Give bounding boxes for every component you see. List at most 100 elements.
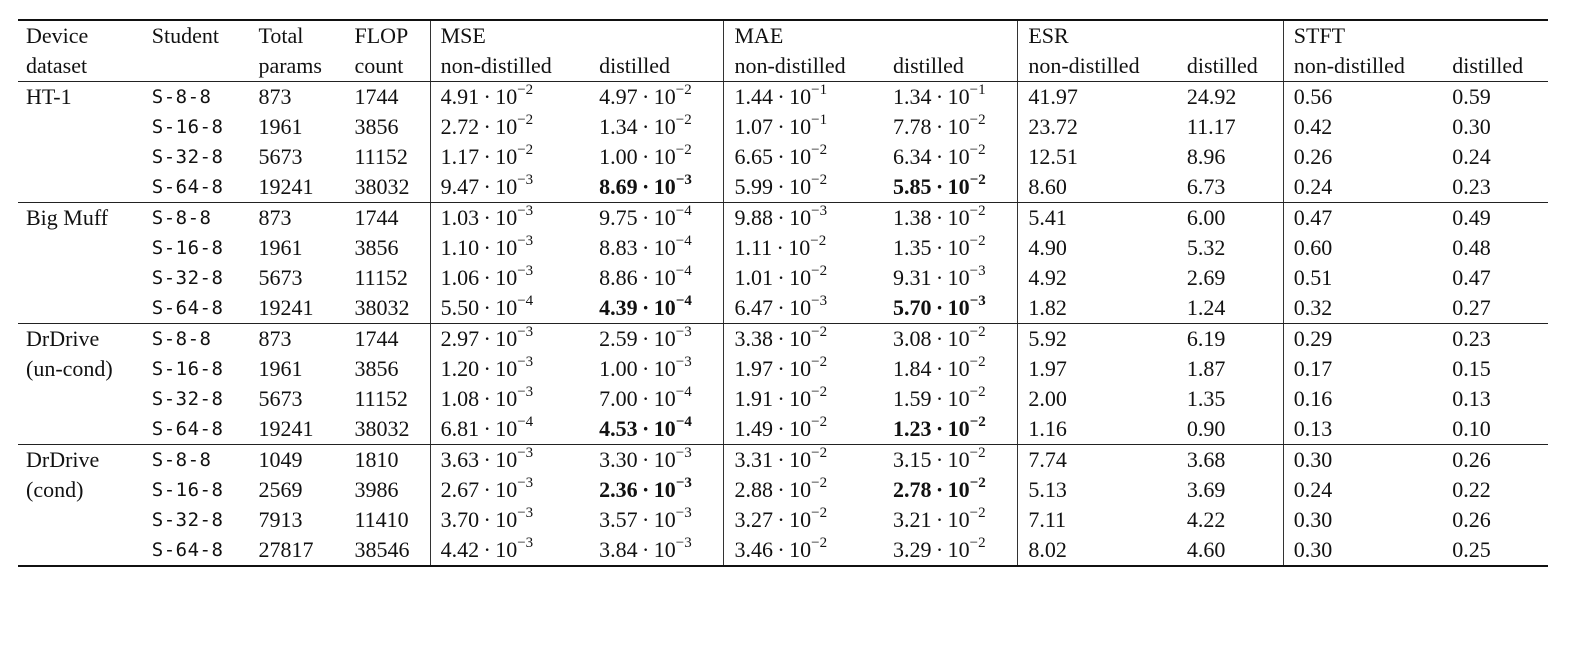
sci-value: 1.44 · 10−1 [734, 81, 828, 109]
mse-distilled-cell: 8.86 · 10−4 [589, 263, 724, 293]
sci-value: 2.36 · 10−3 [599, 474, 692, 502]
stft-nondistilled-cell: 0.24 [1282, 475, 1443, 505]
sci-exponent: −3 [969, 292, 986, 309]
sci-mantissa: 3.30 [599, 447, 638, 472]
mae-distilled-cell: 1.35 · 10−2 [883, 233, 1018, 263]
table-row: S-32-8 5673 11152 1.08 · 10−3 7.00 · 10−4 1.9… [18, 384, 1548, 414]
sci-times-ten: · 10 [931, 265, 970, 290]
sci-value: 8.83 · 10−4 [599, 233, 692, 260]
params-cell: 873 [258, 326, 292, 351]
params-cell: 19241 [248, 172, 345, 203]
sci-exponent: −2 [969, 383, 986, 400]
sci-exponent: −3 [517, 171, 534, 188]
sci-mantissa: 1.44 [734, 84, 773, 109]
flop-cell: 38546 [344, 535, 431, 567]
sci-value: 3.31 · 10−2 [734, 445, 827, 472]
sci-mantissa: 1.20 [440, 356, 480, 381]
sci-exponent: −3 [517, 353, 534, 370]
mse-nondistilled-cell: 1.06 · 10−3 [429, 263, 590, 293]
sci-times-ten: · 10 [931, 507, 970, 532]
dataset-header: dataset [18, 51, 142, 82]
device-name-cell [18, 505, 142, 535]
sci-mantissa: 3.38 [734, 326, 773, 351]
sci-value: 3.21 · 10−2 [893, 504, 986, 532]
sci-times-ten: · 10 [637, 416, 676, 441]
sci-mantissa: 1.49 [734, 416, 773, 441]
flop-cell: 38032 [344, 414, 431, 445]
student-cell: S-16-8 [151, 237, 224, 259]
table-row: DrDrive S-8-8 1049 1810 3.63 · 10−3 3.30 · 10… [18, 444, 1548, 475]
sci-value: 3.27 · 10−2 [734, 505, 827, 532]
sci-mantissa: 4.39 [599, 295, 638, 320]
sci-times-ten: · 10 [637, 205, 676, 230]
esr-distilled-cell: 1.35 [1186, 386, 1226, 411]
stft-nondistilled-cell: 0.26 [1282, 142, 1443, 172]
sci-exponent: −2 [969, 504, 986, 521]
sci-mantissa: 1.35 [893, 235, 932, 260]
esr-nondistilled-cell: 23.72 [1017, 112, 1177, 142]
mae-nondistilled-cell: 1.11 · 10−2 [723, 232, 883, 263]
esr-distilled-cell: 6.00 [1186, 205, 1226, 230]
sci-exponent: −3 [675, 444, 692, 461]
sci-mantissa: 1.97 [734, 356, 773, 381]
sci-value: 9.31 · 10−3 [893, 263, 986, 290]
sci-exponent: −4 [675, 202, 692, 219]
mae-distilled-cell: 3.08 · 10−2 [883, 324, 1018, 355]
sci-times-ten: · 10 [637, 537, 676, 562]
stft-distilled-cell: 0.10 [1442, 414, 1548, 445]
table-row: S-32-8 5673 11152 1.06 · 10−3 8.86 · 10−4 1.0… [18, 263, 1548, 293]
sci-times-ten: · 10 [931, 114, 970, 139]
stft-nondistilled-cell: 0.29 [1282, 323, 1443, 354]
sci-value: 1.06 · 10−3 [441, 263, 534, 290]
flop-header: FLOP [354, 23, 409, 48]
sci-value: 3.38 · 10−2 [734, 324, 827, 351]
params-cell: 1049 [258, 447, 303, 472]
sci-exponent: −4 [517, 413, 534, 430]
sci-exponent: −2 [810, 232, 827, 249]
sci-times-ten: · 10 [772, 265, 812, 290]
sci-times-ten: · 10 [479, 477, 518, 502]
sci-value: 4.97 · 10−2 [599, 82, 692, 109]
stft-nondistilled-cell: 0.30 [1282, 535, 1443, 567]
esr-nondistilled-cell: 8.60 [1017, 172, 1177, 203]
flop-cell: 11152 [354, 265, 408, 290]
mae-nondistilled-header: non-distilled [723, 51, 883, 82]
sci-times-ten: · 10 [479, 447, 518, 472]
sci-times-ten: · 10 [772, 416, 812, 441]
sci-times-ten: · 10 [479, 416, 518, 441]
sci-value: 5.85 · 10−2 [893, 172, 986, 199]
sci-mantissa: 5.99 [734, 174, 773, 199]
flop-cell: 38032 [344, 172, 431, 203]
sci-mantissa: 3.08 [893, 326, 932, 351]
sci-mantissa: 4.42 [440, 537, 480, 562]
sci-exponent: −1 [811, 81, 828, 98]
sci-value: 9.47 · 10−3 [441, 171, 534, 199]
sci-mantissa: 6.65 [734, 144, 773, 169]
sci-mantissa: 1.10 [440, 235, 480, 260]
sci-times-ten: · 10 [931, 537, 970, 562]
stft-distilled-cell: 0.59 [1452, 84, 1491, 109]
sci-mantissa: 1.00 [599, 144, 638, 169]
sci-times-ten: · 10 [637, 356, 676, 381]
student-cell: S-64-8 [141, 293, 249, 324]
device-name-cell [18, 293, 142, 324]
sci-value: 1.03 · 10−3 [441, 203, 534, 230]
student-cell: S-8-8 [151, 86, 212, 108]
sci-mantissa: 2.59 [599, 326, 638, 351]
sci-mantissa: 5.70 [893, 295, 932, 320]
mae-nondistilled-cell: 6.47 · 10−3 [723, 293, 883, 324]
sci-mantissa: 2.67 [440, 477, 480, 502]
sci-exponent: −2 [811, 353, 828, 370]
sci-exponent: −3 [675, 474, 692, 491]
esr-nondistilled-cell: 8.02 [1017, 535, 1177, 567]
sci-value: 3.84 · 10−3 [599, 535, 692, 562]
mse-nondistilled-cell: 1.20 · 10−3 [429, 353, 590, 384]
sci-mantissa: 1.08 [440, 386, 480, 411]
sci-exponent: −4 [517, 292, 534, 309]
sci-mantissa: 3.46 [734, 537, 773, 562]
esr-nondistilled-cell: 1.82 [1017, 293, 1177, 324]
mse-distilled-cell: 3.57 · 10−3 [589, 505, 724, 535]
mse-distilled-cell: 7.00 · 10−4 [589, 384, 724, 414]
device-group: Big Muff S-8-8 873 1744 1.03 · 10−3 9.75 · 10… [18, 202, 1548, 324]
sci-times-ten: · 10 [931, 144, 970, 169]
